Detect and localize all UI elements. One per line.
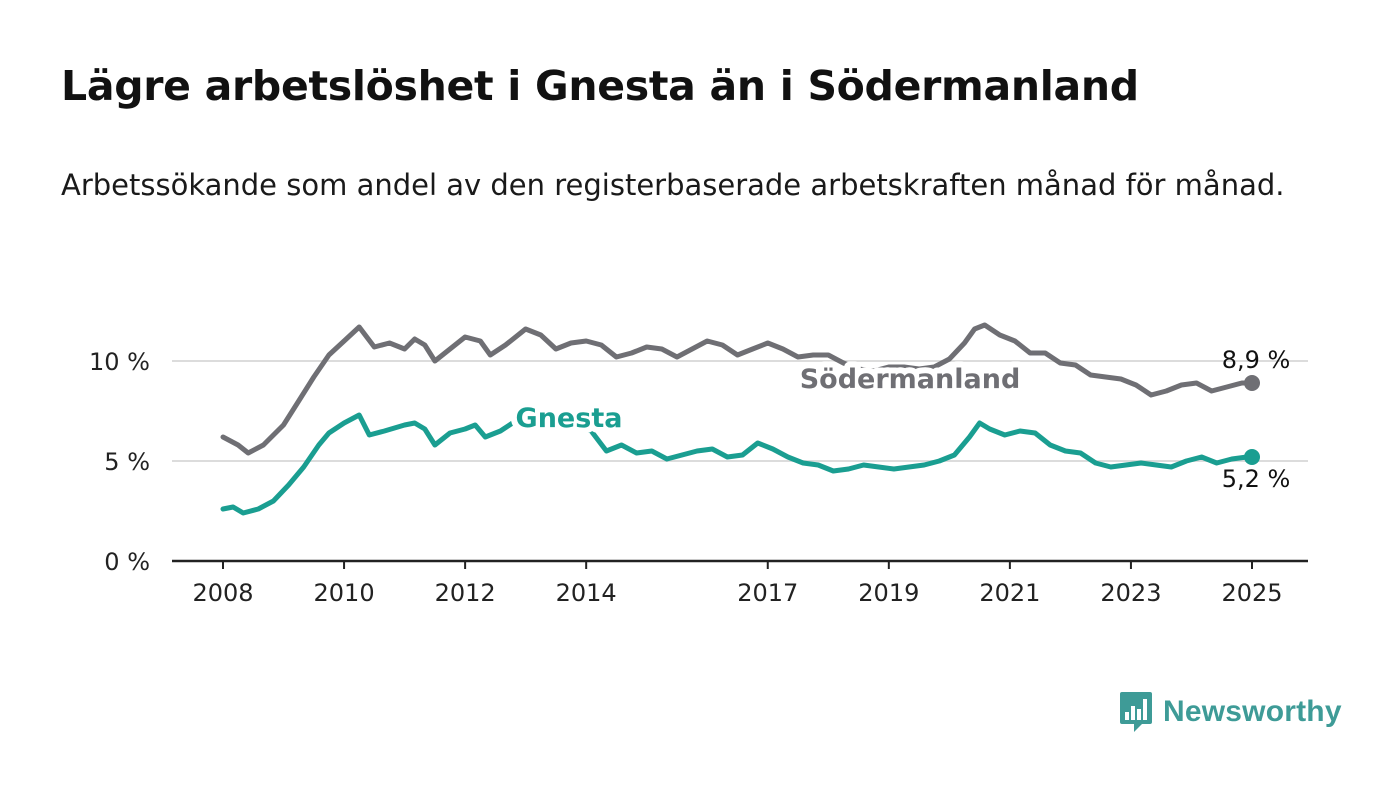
x-tick-label: 2010 [314,579,375,607]
x-tick-label: 2023 [1100,579,1161,607]
series [220,322,1260,516]
x-tick-label: 2014 [556,579,617,607]
x-tick-label: 2017 [737,579,798,607]
series-line-sdermanland [220,322,1255,456]
series-line-gnesta [220,412,1255,516]
series-end-label: 5,2 % [1222,465,1291,493]
series-end-point-gnesta [1244,449,1260,465]
labels: 8,9 % 5,2 % Södermanland Gnesta [510,346,1291,493]
chart-subtitle: Arbetssökande som andel av den registerb… [61,168,1285,202]
y-tick-label: 5 % [104,448,150,476]
y-tick-label: 0 % [104,548,150,576]
series-name-label: Gnesta [516,403,623,434]
chart-title: Lägre arbetslöshet i Gnesta än i Söderma… [61,62,1139,110]
newsworthy-logo-icon [1120,692,1152,732]
gridlines [172,360,1308,462]
brand-name: Newsworthy [1163,695,1342,728]
axes: 0 % 5 % 10 % 2008 2010 2012 2014 2017 2019 2021 20… [89,348,1308,607]
x-tick-label: 2008 [192,579,253,607]
y-tick-label: 10 % [89,348,150,376]
series-end-label: 8,9 % [1222,346,1291,374]
series-name-label: Södermanland [800,364,1021,395]
x-tick-label: 2019 [858,579,919,607]
x-tick-label: 2012 [435,579,496,607]
x-tick-label: 2025 [1221,579,1282,607]
series-end-point-sdermanland [1244,375,1260,391]
x-tick-label: 2021 [979,579,1040,607]
newsworthy-logo: Newsworthy [1118,690,1342,734]
